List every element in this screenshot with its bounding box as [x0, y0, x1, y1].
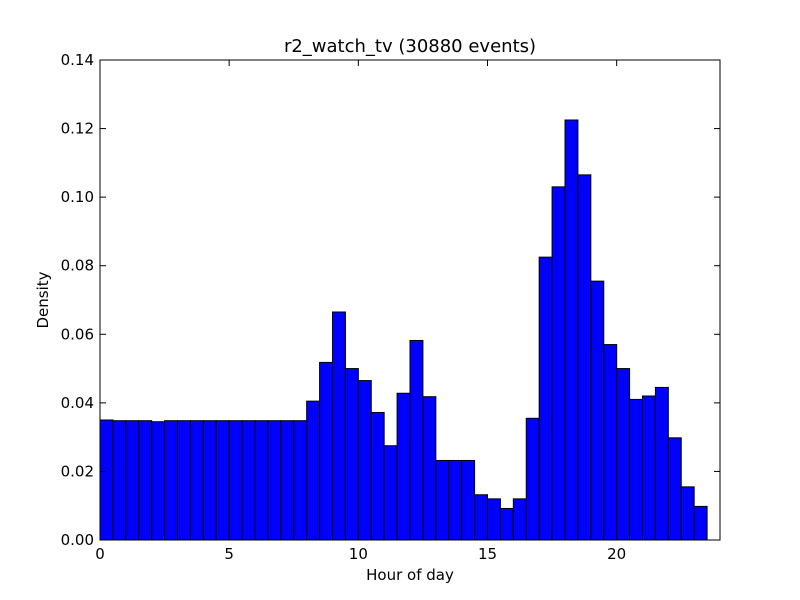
histogram-bar: [241, 420, 256, 541]
histogram-bar: [409, 339, 424, 541]
histogram-bar: [267, 420, 282, 541]
histogram-bar: [151, 421, 166, 541]
plot-frame: [99, 59, 721, 541]
histogram-bar: [319, 361, 334, 541]
histogram-bar: [138, 420, 153, 541]
histogram-bar: [357, 380, 372, 541]
histogram-bar: [551, 186, 566, 541]
x-tick-label: 0: [95, 545, 105, 563]
x-tick-label: 20: [607, 545, 626, 563]
histogram-bar: [177, 420, 191, 541]
x-tick-label: 15: [478, 545, 497, 563]
histogram-bar: [435, 459, 450, 541]
histogram-bar: [164, 420, 178, 541]
histogram-bar: [525, 417, 540, 541]
histogram-bar: [228, 420, 243, 541]
histogram-bar: [603, 344, 618, 541]
histogram-bar: [332, 311, 346, 541]
x-tick-label: 10: [349, 545, 368, 563]
histogram-bar: [448, 459, 463, 541]
chart-title: r2_watch_tv (30880 events): [284, 36, 536, 57]
histogram-bar: [693, 505, 708, 541]
y-axis-label: Density: [34, 271, 52, 328]
y-tick-label: 0.12: [61, 120, 94, 138]
x-tick-label: 5: [224, 545, 234, 563]
histogram-bar: [667, 437, 682, 541]
histogram-bar: [474, 494, 489, 541]
histogram-bar: [215, 420, 230, 541]
histogram-bar: [254, 420, 269, 541]
histogram-bar: [590, 280, 605, 541]
histogram-bar: [370, 411, 385, 541]
histogram-bar: [538, 256, 553, 541]
y-tick-label: 0.02: [61, 462, 94, 480]
histogram-bar: [306, 400, 321, 541]
histogram-bar: [189, 420, 204, 541]
x-axis-label: Hour of day: [366, 566, 454, 584]
histogram-bar: [616, 368, 631, 541]
y-tick-label: 0.14: [61, 51, 94, 69]
histogram-bar: [396, 392, 411, 541]
histogram-bar: [654, 386, 669, 541]
histogram-bar: [293, 420, 308, 541]
histogram-bar: [564, 119, 579, 541]
histogram-bar: [112, 420, 127, 541]
histogram-bar: [512, 498, 527, 541]
ticks-group: 0 5 10 15 20 0.00 0.02 0.04 0.06 0.08 0.10 0.12 0.14: [61, 51, 720, 563]
histogram-bar: [642, 395, 656, 541]
histogram-bar: [422, 396, 437, 541]
y-tick-label: 0.06: [61, 325, 94, 343]
histogram-bar: [125, 420, 140, 541]
y-tick-label: 0.08: [61, 257, 94, 275]
histogram-bar: [280, 420, 295, 541]
y-tick-label: 0.00: [61, 531, 94, 549]
histogram-bar: [680, 486, 695, 541]
histogram-bar: [344, 368, 359, 541]
y-tick-label: 0.04: [61, 394, 94, 412]
histogram-bar: [461, 459, 476, 541]
y-tick-label: 0.10: [61, 188, 94, 206]
histogram-bar: [383, 445, 398, 541]
histogram-bar: [202, 420, 217, 541]
histogram-bar: [487, 498, 501, 541]
histogram-bar: [629, 398, 643, 541]
histogram-bar: [577, 174, 592, 541]
histogram-bar: [99, 419, 114, 541]
histogram-bar: [499, 507, 514, 541]
